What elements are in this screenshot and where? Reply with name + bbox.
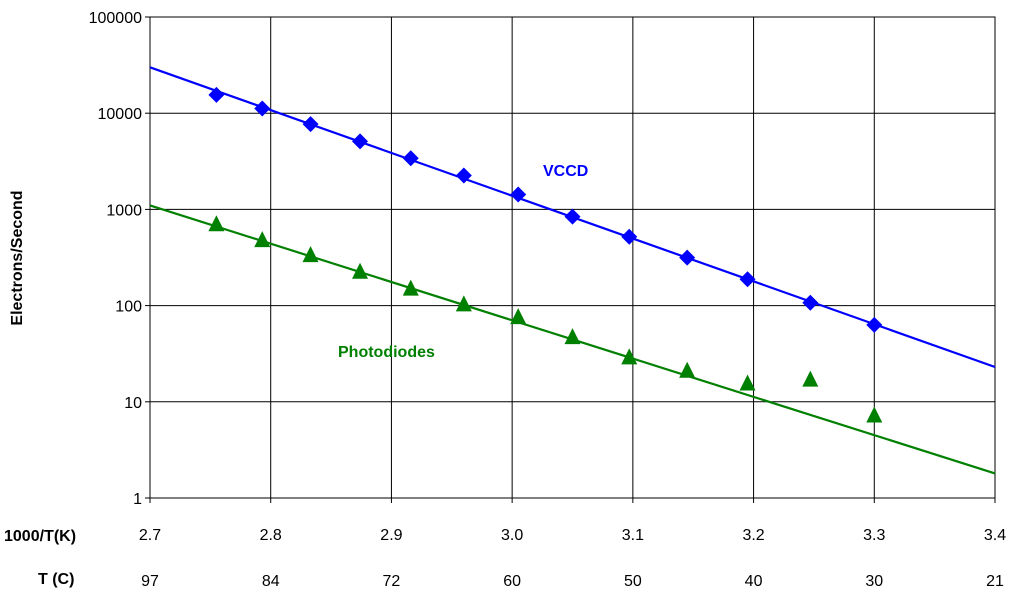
x-tick-label: 2.7 [139,527,161,544]
series-label-vccd: VCCD [543,163,588,180]
x-tick-label: 3.2 [742,527,764,544]
t-tick-label: 97 [141,573,159,590]
plot-frame [149,16,996,499]
series-label-photodiodes: Photodiodes [338,344,435,361]
data-markers [208,86,883,423]
data-point-vccd [302,116,319,133]
t-tick-label: 60 [503,573,521,590]
data-point-vccd [455,167,472,184]
data-point-photodiodes [208,215,225,232]
data-point-vccd [564,208,581,225]
data-point-vccd [208,86,225,103]
y-tick-label: 100 [115,299,142,316]
y-axis-ticks: 1 10 100 1000 10000 100000 [89,10,150,508]
data-point-vccd [679,249,696,266]
data-point-vccd [802,294,819,311]
t-tick-label: 40 [745,573,763,590]
t-tick-label: 30 [865,573,883,590]
y-tick-label: 1 [133,491,142,508]
data-point-photodiodes [402,279,419,296]
data-point-photodiodes [254,231,271,248]
t-tick-label: 21 [986,573,1004,590]
y-tick-label: 10000 [98,106,143,123]
data-point-vccd [739,271,756,288]
x-tick-label: 2.9 [380,527,402,544]
data-point-photodiodes [802,370,819,387]
data-point-photodiodes [564,328,581,345]
data-point-photodiodes [679,361,696,378]
data-point-vccd [621,228,638,245]
y-axis-title: Electrons/Second [9,190,26,325]
data-point-photodiodes [302,246,319,263]
y-tick-label: 10 [124,395,142,412]
t-tick-label: 84 [262,573,280,590]
x-tick-label: 3.4 [984,527,1006,544]
x-tick-label: 2.8 [260,527,282,544]
x-axis-ticks: 2.7 2.8 2.9 3.0 3.1 3.2 3.3 3.4 [139,498,1006,544]
data-point-photodiodes [739,374,756,391]
y-tick-label: 100000 [89,10,142,27]
t-axis-title: T (C) [38,571,74,588]
data-point-vccd [254,100,271,117]
x-axis-title: 1000/T(K) [4,528,76,545]
t-axis-ticks: 97 84 72 60 50 40 30 21 [141,573,1004,590]
data-point-photodiodes [352,262,369,279]
data-point-photodiodes [866,406,883,423]
y-tick-label: 1000 [106,202,142,219]
data-point-photodiodes [621,348,638,365]
x-tick-label: 3.0 [501,527,523,544]
data-point-photodiodes [510,308,527,325]
data-point-vccd [866,316,883,333]
grid [150,17,995,498]
data-point-photodiodes [455,295,472,312]
data-point-vccd [510,186,527,203]
t-tick-label: 72 [383,573,401,590]
x-tick-label: 3.1 [622,527,644,544]
x-tick-label: 3.3 [863,527,885,544]
data-point-vccd [352,133,369,150]
fit-lines [149,66,996,475]
data-point-vccd [402,150,419,167]
t-tick-label: 50 [624,573,642,590]
